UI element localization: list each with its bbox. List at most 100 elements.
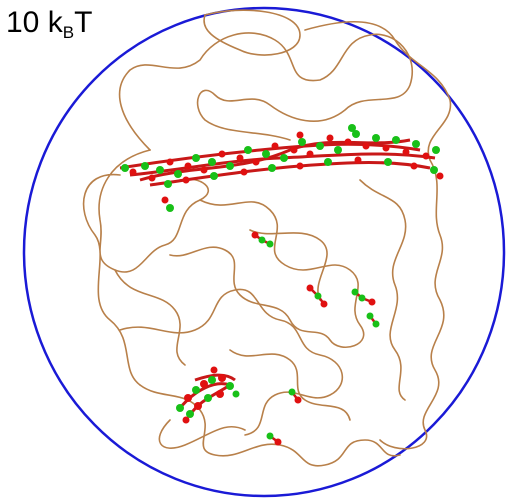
bead [240,168,248,176]
bead [432,146,440,154]
bead [164,180,172,188]
bead [204,394,212,402]
bead [290,146,298,154]
bead [430,166,438,174]
bead [288,388,296,396]
temperature-symbol: T [74,6,93,39]
chain-segment-lower2 [114,269,351,449]
bead [186,410,194,418]
bead [266,240,274,248]
bead [192,386,200,394]
bead [412,140,420,148]
bead [372,134,380,142]
bead [266,432,274,440]
bead [161,196,169,204]
cluster-bonds-1 [119,142,421,170]
bead [166,158,174,166]
bead [348,124,356,132]
bead [210,172,218,180]
bead [324,158,332,166]
bead [384,158,392,166]
bead [358,294,366,302]
bead [368,298,376,306]
bead [166,204,174,212]
energy-value: 10 [6,6,40,39]
bead [298,138,306,146]
bead-clusters [119,124,444,446]
bead [200,380,208,388]
chain-segment-lower [119,288,401,467]
bead [141,162,149,170]
bead [436,172,444,180]
bead [208,158,216,166]
confinement-sphere [22,6,506,498]
bead [208,376,216,384]
bead [252,158,260,166]
chain-segment-top2 [203,9,452,161]
bead [210,366,218,374]
bead [232,390,240,398]
bead [251,231,259,239]
bead [258,236,266,244]
small-clusters [251,231,380,446]
bead [262,150,270,158]
bead [344,138,352,146]
bead [194,402,202,410]
boltzmann-subscript: B [62,23,75,42]
chain-segment-middle [169,199,365,349]
bead [182,176,190,184]
bead [362,142,370,150]
bead [334,146,342,154]
bead [316,142,324,150]
main-cluster-beads [121,124,444,212]
bead [326,134,334,142]
bead [174,170,182,178]
bead [306,284,314,292]
polymer-chain [82,9,452,467]
bead [184,162,192,170]
bead [382,144,390,152]
bead [271,142,279,150]
bead [314,292,322,300]
bead [294,396,302,404]
chain-segment-right [359,159,445,450]
bead [410,162,418,170]
bead [200,166,208,174]
chain-segment-left [82,149,209,386]
bead [236,154,244,162]
bead [148,174,156,182]
bead [366,312,374,320]
bead [216,390,224,398]
bead [182,416,190,424]
bead [184,394,192,402]
lower-left-cluster [176,366,240,424]
bead [218,150,226,158]
bead [121,164,129,172]
bead [244,146,252,154]
bead [156,166,164,174]
bead [392,136,400,144]
bead [354,156,362,164]
bead [226,162,234,170]
bead [422,152,430,160]
bead [372,320,380,328]
bead [320,300,328,308]
energy-label: 10 kBT [6,6,93,42]
bead [351,288,359,296]
bead [268,164,276,172]
bead [296,131,304,139]
bead [192,154,200,162]
bead [402,148,410,156]
bead [129,168,137,176]
bead [218,374,226,382]
boltzmann-k: k [47,6,63,39]
cluster-bonds-4 [139,138,411,182]
bead [306,150,314,158]
bead [296,162,304,170]
bead [352,130,360,138]
bead [280,154,288,162]
bead [226,382,234,390]
bead [176,404,184,412]
